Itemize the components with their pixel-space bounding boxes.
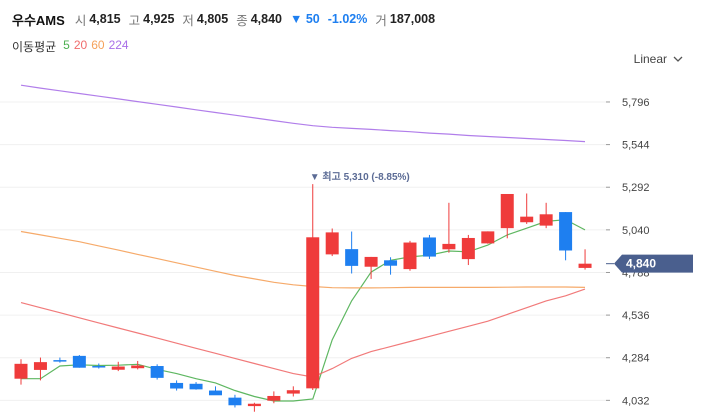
candle-body bbox=[539, 214, 553, 226]
ma-60-label[interactable]: 60 bbox=[91, 38, 105, 52]
current-price-tag bbox=[614, 254, 693, 273]
ma-line-60 bbox=[20, 230, 586, 289]
current-price-label: 4,840 bbox=[626, 257, 656, 271]
open-label: 시 bbox=[74, 13, 87, 28]
candle-body bbox=[131, 365, 145, 369]
ma-20-label[interactable]: 20 bbox=[73, 38, 88, 52]
candle-body bbox=[267, 395, 281, 401]
quote-header: 우수AMS 시 4,815 고 4,925 저 4,805 종 4,840 ▼ … bbox=[12, 10, 443, 28]
change-percent: -1.02% bbox=[327, 12, 368, 26]
candle-body bbox=[247, 403, 261, 407]
candle-body bbox=[384, 260, 398, 266]
candle-body bbox=[403, 242, 417, 270]
ma-line-20 bbox=[20, 288, 586, 378]
candle-body bbox=[442, 243, 456, 250]
close-label: 종 bbox=[236, 13, 248, 28]
ma-line-224 bbox=[20, 84, 586, 143]
max-price-annotation: ▼ 최고 5,310 (-8.85%) bbox=[310, 170, 410, 183]
change-value: ▼ 50 bbox=[290, 12, 320, 26]
candle-body bbox=[364, 256, 378, 267]
candle-body bbox=[72, 355, 86, 368]
candle-body bbox=[559, 212, 573, 251]
candle-body bbox=[14, 363, 28, 379]
y-tick-label: 5,292 bbox=[622, 182, 650, 194]
ma-224-label[interactable]: 224 bbox=[108, 38, 129, 52]
candle-body bbox=[92, 366, 106, 368]
chevron-down-icon bbox=[673, 56, 683, 62]
volume-value: 187,008 bbox=[389, 12, 436, 26]
candle-body bbox=[111, 366, 125, 370]
ma-legend-title: 이동평균 bbox=[12, 40, 57, 54]
grid-lines bbox=[0, 101, 606, 401]
candle-body bbox=[150, 366, 164, 378]
candle-body bbox=[422, 237, 436, 257]
candle-body bbox=[345, 249, 359, 266]
y-tick-label: 4,536 bbox=[622, 310, 650, 322]
candle-body bbox=[520, 216, 534, 223]
candle-body bbox=[286, 390, 300, 394]
moving-average-lines bbox=[20, 84, 586, 402]
y-tick-label: 5,796 bbox=[622, 97, 650, 109]
candle-body bbox=[33, 362, 47, 370]
y-tick-label: 4,284 bbox=[622, 353, 650, 365]
open-value: 4,815 bbox=[89, 12, 121, 26]
candle-body bbox=[325, 232, 339, 255]
candle-body bbox=[461, 237, 475, 260]
low-label: 저 bbox=[182, 13, 194, 28]
y-tick-label: 5,040 bbox=[622, 225, 650, 237]
volume-label: 거 bbox=[375, 13, 387, 28]
scale-dropdown-label: Linear bbox=[633, 52, 667, 66]
high-value: 4,925 bbox=[143, 12, 175, 26]
candle-body bbox=[578, 263, 592, 268]
high-label: 고 bbox=[128, 13, 141, 28]
close-value: 4,840 bbox=[250, 12, 282, 26]
moving-average-legend: 이동평균 5 20 60 224 bbox=[12, 38, 129, 55]
candle-body bbox=[228, 397, 242, 406]
candles bbox=[14, 184, 592, 412]
candle-body bbox=[189, 383, 203, 390]
candle-body bbox=[481, 231, 495, 244]
candle-body bbox=[500, 193, 514, 229]
ma-line-5 bbox=[21, 219, 586, 402]
scale-dropdown[interactable]: Linear bbox=[634, 52, 683, 66]
candle-body bbox=[170, 382, 184, 389]
price-overlay: ▼ 최고 5,310 (-8.85%) 4,840 bbox=[310, 170, 693, 273]
stock-name: 우수AMS bbox=[12, 12, 65, 28]
candle-body bbox=[209, 390, 222, 396]
y-tick-label: 4,032 bbox=[622, 395, 650, 407]
candle-body bbox=[306, 237, 320, 389]
ma-5-label[interactable]: 5 bbox=[63, 38, 70, 52]
y-tick-label: 5,544 bbox=[622, 140, 650, 152]
candle-body bbox=[53, 360, 67, 362]
low-value: 4,805 bbox=[196, 12, 229, 26]
